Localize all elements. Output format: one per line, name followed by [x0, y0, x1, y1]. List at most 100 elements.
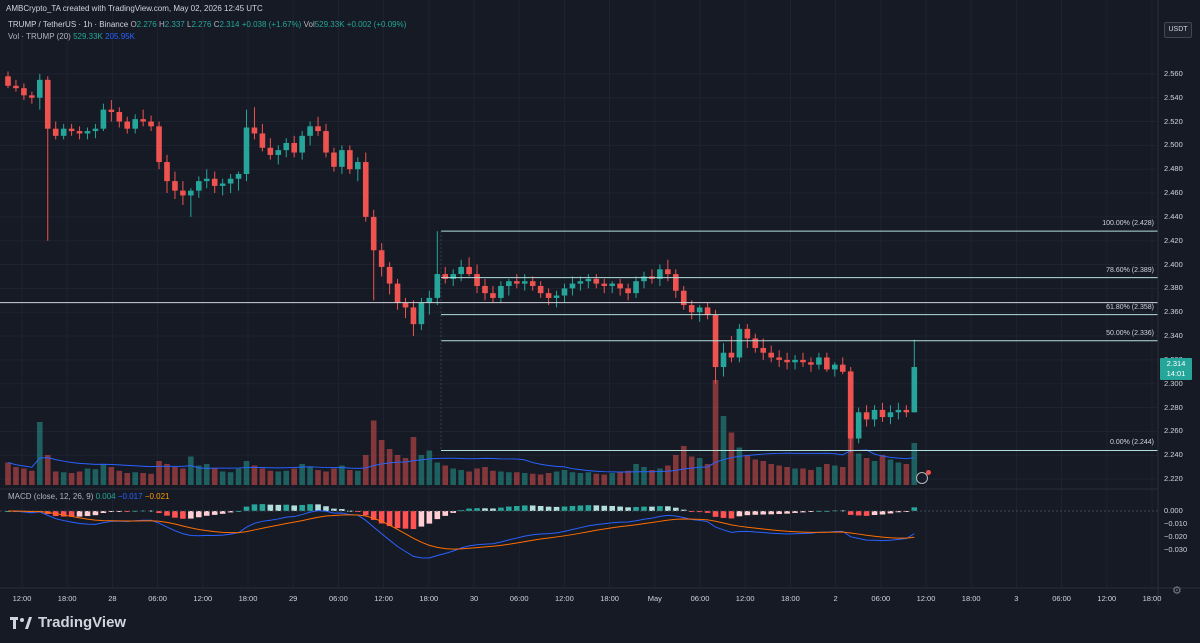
price-tick: 2.520: [1164, 116, 1183, 126]
candle-body: [362, 162, 369, 217]
candle-body: [688, 305, 695, 313]
symbol-legend[interactable]: TRUMP / TetherUS · 1h · Binance O2.276 H…: [8, 20, 407, 29]
candle-body: [824, 357, 830, 370]
volume-bar: [625, 470, 631, 485]
macd-histogram-bar: [577, 505, 584, 511]
macd-histogram-bar: [649, 506, 655, 511]
candle-body: [116, 112, 123, 122]
volume-legend[interactable]: Vol · TRUMP (20) 529.33K 205.95K: [8, 32, 135, 41]
candle-body: [148, 121, 154, 127]
volume-bar: [275, 471, 282, 485]
time-tick: 06:00: [1052, 594, 1071, 603]
gear-icon[interactable]: ⚙: [1172, 585, 1182, 597]
macd-histogram-bar: [140, 510, 146, 512]
candle-body: [521, 281, 528, 284]
candle-body: [251, 127, 258, 134]
macd-tick: 0.000: [1164, 506, 1183, 515]
macd-histogram-bar: [235, 510, 242, 512]
macd-title[interactable]: MACD (close, 12, 26, 9): [8, 492, 94, 501]
tradingview-brand[interactable]: TradingView: [10, 614, 126, 631]
candle-body: [514, 281, 520, 284]
vol-indicator-value1: 529.33K: [73, 32, 103, 41]
volume-bar: [665, 465, 671, 485]
candle-body: [506, 281, 512, 286]
volume-bar: [291, 468, 297, 485]
macd-histogram-bar: [68, 511, 75, 517]
price-tick: 2.360: [1164, 307, 1183, 317]
symbol-title[interactable]: TRUMP / TetherUS · 1h · Binance: [8, 20, 129, 29]
macd-histogram-bar: [800, 511, 806, 513]
candle-body: [641, 276, 647, 282]
time-tick: 06:00: [509, 594, 529, 603]
candle-body: [235, 173, 242, 179]
candle-body: [498, 285, 504, 298]
macd-histogram-bar: [60, 511, 67, 517]
candle-body: [315, 126, 321, 132]
macd-histogram-bar: [92, 511, 99, 516]
time-tick: 12:00: [735, 594, 755, 603]
time-tick: 12:00: [916, 594, 936, 603]
volume-ma-line: [7, 449, 915, 473]
volume-bar: [44, 455, 51, 485]
macd-histogram-bar: [259, 504, 266, 511]
candle-body: [529, 281, 536, 286]
candle-body: [760, 347, 767, 353]
candle-body: [673, 274, 679, 291]
macd-histogram-bar: [744, 511, 751, 516]
time-tick: 18:00: [600, 594, 619, 603]
publisher-caption: AMBCrypto_TA created with TradingView.co…: [6, 4, 263, 13]
price-tick: 2.460: [1164, 188, 1183, 198]
candle-body: [832, 364, 838, 370]
volume-bar: [744, 455, 751, 485]
macd-histogram-bar: [855, 511, 862, 516]
macd-histogram-bar: [847, 511, 854, 515]
macd-histogram-bar: [537, 505, 544, 511]
volume-bar: [736, 447, 743, 485]
change-value: +0.038 (+1.67%): [241, 20, 302, 29]
volume-bars: [5, 371, 918, 485]
candle-body: [219, 183, 226, 186]
candle-body: [887, 412, 894, 418]
volume-bar: [196, 465, 202, 485]
volume-bar: [370, 420, 377, 485]
volume-bar: [545, 473, 552, 485]
volume-bar: [824, 464, 830, 485]
alert-clock-icon[interactable]: [916, 470, 931, 484]
macd-legend[interactable]: MACD (close, 12, 26, 9) 0.004 −0.017 −0.…: [8, 492, 170, 501]
candle-body: [275, 150, 282, 155]
macd-histogram-bar: [339, 509, 345, 511]
candle-body: [180, 190, 186, 196]
candle-body: [617, 283, 623, 289]
macd-histogram-bar: [792, 511, 798, 513]
candle-body: [800, 359, 806, 363]
volume-bar: [386, 449, 393, 485]
macd-histogram-bar: [180, 511, 186, 519]
macd-histogram-bar: [688, 511, 695, 512]
macd-histogram-bar: [680, 509, 687, 511]
time-tick: 12:00: [374, 594, 393, 603]
volume-bar: [800, 468, 806, 485]
volume-bar: [323, 471, 329, 485]
volume-bar: [362, 455, 369, 485]
volume-bar: [5, 462, 11, 485]
candle-body: [37, 79, 43, 98]
fibonacci-retracement[interactable]: [0, 230, 1158, 451]
current-price-tag: 2.314 14:01: [1160, 358, 1192, 380]
price-candles: [5, 71, 918, 453]
volume-bar: [339, 465, 345, 485]
volume-bar: [331, 468, 337, 485]
volume-bar: [712, 380, 719, 485]
macd-histogram-bar: [736, 511, 743, 517]
macd-histogram-bar: [911, 507, 918, 511]
volume-bar: [482, 467, 488, 485]
macd-histogram-bar: [704, 511, 711, 513]
vol-indicator-value2: 205.95K: [105, 32, 135, 41]
volume-bar: [76, 471, 83, 485]
low-value: 2.276: [191, 20, 212, 29]
volume-bar: [474, 468, 480, 485]
candle-body: [720, 352, 727, 368]
macd-histogram-bar: [267, 504, 274, 511]
currency-selector[interactable]: USDT: [1164, 22, 1192, 38]
vol-indicator-title[interactable]: Vol · TRUMP (20): [8, 32, 71, 41]
